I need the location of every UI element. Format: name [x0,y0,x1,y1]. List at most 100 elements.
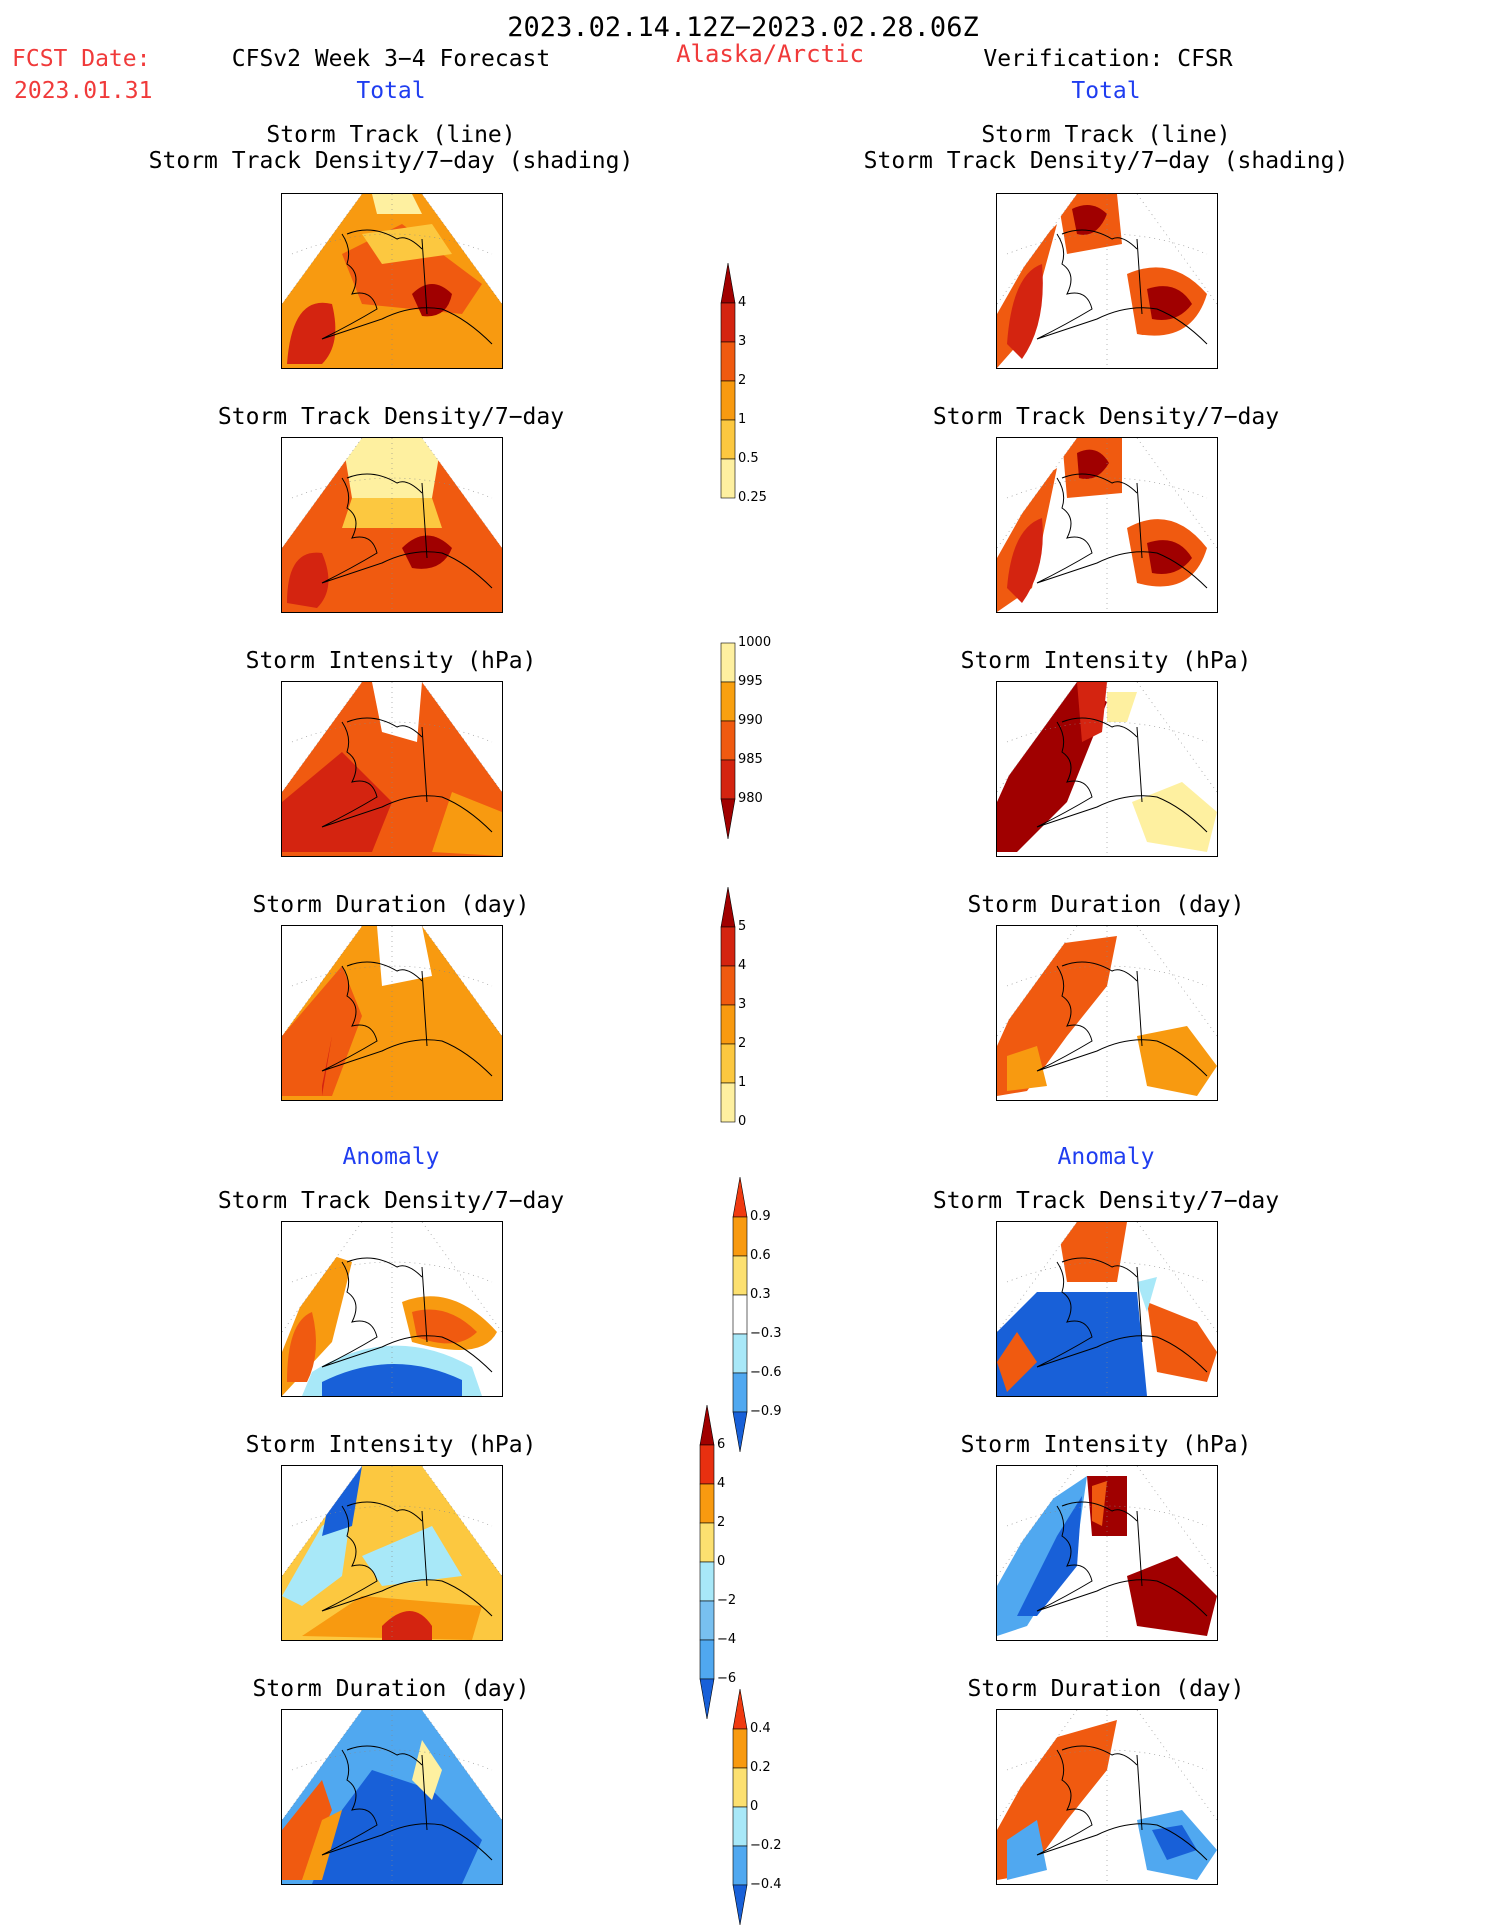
map-canvas [997,1710,1217,1884]
coastline [321,1501,493,1617]
map-shading [282,1710,502,1884]
fcst-date-label: FCST Date: [12,46,151,72]
left-track-line-title: Storm Track (line) [266,122,516,148]
right-density-title: Storm Track Density/7−day [932,404,1280,430]
map-forecast-track [281,193,503,369]
map-shading [997,1720,1217,1880]
colorbar-label: 5 [738,919,747,934]
colorbar-swatches [720,642,736,840]
colorbar-label: 0.25 [738,490,767,505]
colorbar-swatches [732,1176,748,1453]
colorbar-label: −0.9 [750,1404,782,1419]
date-range-title: 2023.02.14.12Z−2023.02.28.06Z [507,12,979,43]
right-total-label: Total [1071,78,1141,104]
map-canvas [997,1222,1217,1396]
colorbar-label: 4 [738,295,747,310]
map-verification-intensity [996,681,1218,857]
right-intensity-title: Storm Intensity (hPa) [960,648,1252,674]
map-canvas [282,194,502,368]
verification-title: Verification: CFSR [983,46,1233,72]
right-anom-density-title: Storm Track Density/7−day [932,1188,1280,1214]
right-duration-title: Storm Duration (day) [967,892,1245,918]
coastline [1036,1501,1208,1617]
colorbar-label: 980 [738,791,763,806]
coastline [321,473,493,589]
colorbar-label: −0.4 [750,1877,782,1892]
colorbar-label: 2 [738,373,747,388]
colorbar-label: 0 [738,1114,747,1129]
left-anom-intensity-title: Storm Intensity (hPa) [245,1432,537,1458]
map-shading [282,682,502,856]
map-forecast-intensity [281,681,503,857]
map-forecast-density [281,437,503,613]
colorbar-label: 4 [717,1476,726,1491]
colorbar-label: 2 [717,1515,726,1530]
map-shading [997,1222,1217,1396]
colorbar-anom-duration: 0.4 0.2 0 −0.2 −0.4 [732,1688,782,1930]
colorbar-label: 3 [738,997,747,1012]
colorbar-swatches [720,262,736,499]
colorbar-density: 4 3 2 1 0.5 0.25 [720,262,767,504]
colorbar-intensity: 1000 995 990 985 980 [720,636,771,844]
map-canvas [997,682,1217,856]
colorbar-swatches [732,1688,748,1926]
map-canvas [997,1466,1217,1640]
colorbar-label: 0.5 [738,451,759,466]
colorbar-label: 1 [738,1075,747,1090]
left-anom-density-title: Storm Track Density/7−day [217,1188,565,1214]
colorbar-label: 6 [717,1437,726,1452]
colorbar-label: −2 [717,1593,737,1608]
right-track-line-title: Storm Track (line) [981,122,1231,148]
right-track-shading-title: Storm Track Density/7−day (shading) [863,148,1349,174]
colorbar-label: 1000 [738,635,772,650]
map-shading [997,936,1217,1096]
map-canvas [997,194,1217,368]
coastline [321,1745,493,1861]
colorbar-label: 0.9 [750,1209,771,1224]
map-shading [997,1476,1217,1636]
colorbar-swatches [699,1404,715,1720]
colorbar-label: −6 [717,1671,737,1686]
map-shading [282,1466,502,1640]
colorbar-label: −0.6 [750,1365,782,1380]
left-intensity-title: Storm Intensity (hPa) [245,648,537,674]
coastline [1036,229,1208,345]
map-canvas [282,682,502,856]
left-duration-title: Storm Duration (day) [252,892,530,918]
colorbar-label: 0.2 [750,1760,771,1775]
map-verification-anom-intensity [996,1465,1218,1641]
map-shading [997,194,1207,368]
coastline [321,717,493,833]
colorbar-label: 4 [738,958,747,973]
coastline [1036,1745,1208,1861]
coastline [1036,961,1208,1077]
map-verification-anom-density [996,1221,1218,1397]
colorbar-label: 0 [750,1799,759,1814]
map-verification-anom-duration [996,1709,1218,1885]
colorbar-label: 0.4 [750,1721,771,1736]
colorbar-anom-density: 0.9 0.6 0.3 −0.3 −0.6 −0.9 [732,1176,782,1457]
map-canvas [997,926,1217,1100]
colorbar-anom-intensity: 6 4 2 0 −2 −4 −6 [699,1404,736,1724]
map-forecast-anom-density [281,1221,503,1397]
left-anom-duration-title: Storm Duration (day) [252,1676,530,1702]
right-anom-intensity-title: Storm Intensity (hPa) [960,1432,1252,1458]
left-track-shading-title: Storm Track Density/7−day (shading) [148,148,634,174]
left-total-label: Total [356,78,426,104]
map-canvas [282,926,502,1100]
map-canvas [282,438,502,612]
coastline [321,229,493,345]
left-density-title: Storm Track Density/7−day [217,404,565,430]
colorbar-label: 0 [717,1554,726,1569]
colorbar-label: 0.6 [750,1248,771,1263]
map-shading [997,682,1217,852]
map-verification-density [996,437,1218,613]
map-forecast-anom-intensity [281,1465,503,1641]
colorbar-label: 985 [738,752,763,767]
coastline [321,1257,493,1373]
fcst-date-value: 2023.01.31 [14,78,153,104]
map-canvas [282,1466,502,1640]
map-verification-track [996,193,1218,369]
map-verification-duration [996,925,1218,1101]
map-forecast-duration [281,925,503,1101]
